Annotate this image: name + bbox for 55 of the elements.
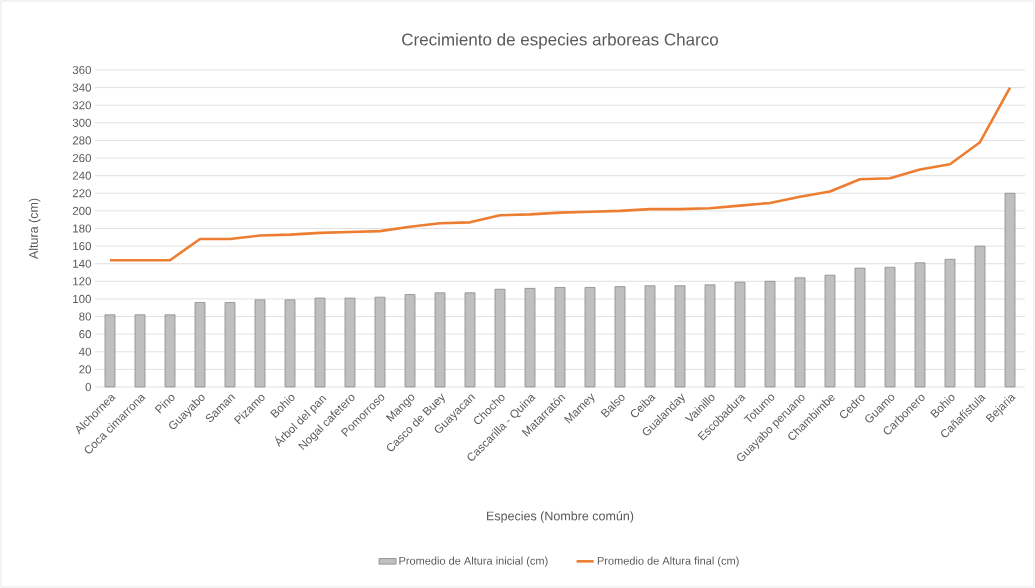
bar [134, 314, 146, 388]
y-tick-label: 120 [73, 277, 92, 286]
bar [674, 285, 686, 388]
bar [974, 245, 986, 388]
y-axis-title: Altura (cm) [28, 198, 41, 260]
y-tick-label: 360 [72, 65, 92, 75]
bar [734, 281, 746, 388]
y-tick-label: 80 [79, 312, 92, 321]
bar [464, 292, 476, 388]
bar [554, 287, 566, 388]
y-tick-label: 320 [72, 101, 92, 110]
y-tick-label: 260 [72, 153, 92, 163]
y-tick-label: 240 [72, 171, 92, 180]
chart-title: Crecimiento de especies arboreas Charco [402, 33, 718, 49]
legend-label: Promedio de Altura inicial (cm) [399, 556, 548, 567]
bar [614, 286, 626, 388]
y-tick-label: 340 [72, 83, 92, 92]
bar [284, 299, 296, 388]
y-tick-label: 180 [73, 224, 92, 233]
bar [764, 280, 776, 388]
y-tick-label: 40 [78, 347, 92, 356]
bar [254, 299, 266, 388]
y-tick-label: 160 [73, 242, 92, 251]
y-tick-label: 280 [72, 136, 92, 145]
bar [524, 287, 536, 388]
x-axis-title: Especies (Nombre común) [487, 511, 634, 523]
y-tick-label: 200 [72, 206, 92, 215]
bar [194, 302, 206, 388]
bar [884, 266, 896, 388]
legend-label: Promedio de Altura final (cm) [597, 556, 739, 567]
bar [374, 296, 386, 388]
bar [794, 277, 806, 388]
bar [164, 314, 176, 388]
bar [644, 285, 656, 388]
y-tick-label: 220 [72, 189, 92, 198]
bar [704, 284, 716, 388]
bar [104, 314, 116, 388]
y-tick-label: 60 [79, 330, 92, 339]
y-tick-label: 300 [72, 118, 92, 127]
bar [854, 267, 866, 388]
y-tick-label: 0 [85, 382, 92, 392]
bar [584, 287, 596, 388]
bar [914, 262, 926, 388]
bar [434, 292, 446, 388]
y-tick-label: 100 [73, 294, 92, 303]
y-tick-label: 140 [73, 259, 92, 268]
bar [944, 258, 956, 388]
bar [314, 297, 326, 388]
bar [224, 302, 236, 388]
bar [824, 274, 836, 388]
bar [344, 297, 356, 388]
bar [404, 294, 416, 388]
bar [1004, 192, 1016, 388]
bar [494, 288, 506, 388]
y-tick-label: 20 [79, 365, 92, 374]
